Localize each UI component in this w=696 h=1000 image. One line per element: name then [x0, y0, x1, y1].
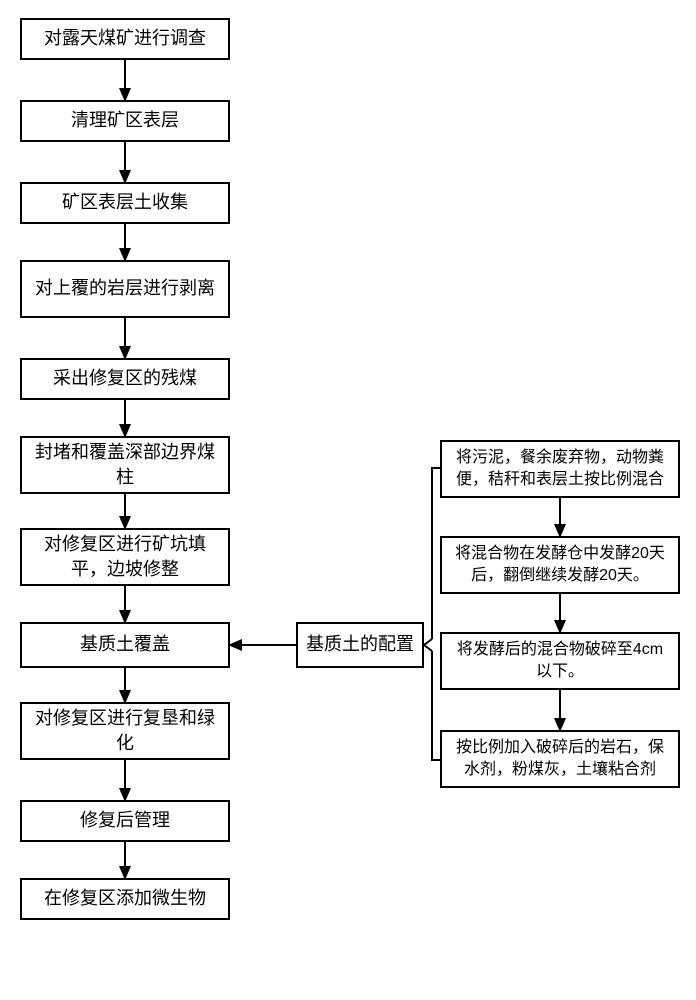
- connector-node-label: 基质土的配置: [306, 632, 414, 657]
- main-n4: 对上覆的岩层进行剥离: [20, 260, 230, 318]
- main-n3-label: 矿区表层土收集: [62, 190, 188, 215]
- sub-s1-label: 将污泥，餐余废弃物，动物粪便，秸秆和表层土按比例混合: [450, 447, 670, 492]
- main-n1-label: 对露天煤矿进行调查: [44, 26, 206, 51]
- main-n10-label: 修复后管理: [80, 808, 170, 833]
- connector-node: 基质土的配置: [296, 622, 424, 668]
- main-n11: 在修复区添加微生物: [20, 878, 230, 920]
- main-n2-label: 清理矿区表层: [71, 108, 179, 133]
- main-n6-label: 封堵和覆盖深部边界煤柱: [30, 440, 220, 490]
- sub-s4: 按比例加入破碎后的岩石，保水剂，粉煤灰，土壤粘合剂: [440, 730, 680, 788]
- main-n11-label: 在修复区添加微生物: [44, 886, 206, 911]
- main-n1: 对露天煤矿进行调查: [20, 18, 230, 60]
- main-n4-label: 对上覆的岩层进行剥离: [35, 276, 215, 301]
- main-n6: 封堵和覆盖深部边界煤柱: [20, 436, 230, 494]
- main-n10: 修复后管理: [20, 800, 230, 842]
- main-n9-label: 对修复区进行复垦和绿化: [30, 706, 220, 756]
- main-n9: 对修复区进行复垦和绿化: [20, 702, 230, 760]
- main-n8-label: 基质土覆盖: [80, 632, 170, 657]
- sub-s2: 将混合物在发酵仓中发酵20天后，翻倒继续发酵20天。: [440, 536, 680, 594]
- main-n2: 清理矿区表层: [20, 100, 230, 142]
- sub-s3-label: 将发酵后的混合物破碎至4cm以下。: [450, 639, 670, 684]
- main-n7-label: 对修复区进行矿坑填平，边坡修整: [30, 532, 220, 582]
- main-n3: 矿区表层土收集: [20, 182, 230, 224]
- main-n5-label: 采出修复区的残煤: [53, 366, 197, 391]
- main-n8: 基质土覆盖: [20, 622, 230, 668]
- main-n7: 对修复区进行矿坑填平，边坡修整: [20, 528, 230, 586]
- sub-s4-label: 按比例加入破碎后的岩石，保水剂，粉煤灰，土壤粘合剂: [450, 737, 670, 782]
- sub-s2-label: 将混合物在发酵仓中发酵20天后，翻倒继续发酵20天。: [450, 543, 670, 588]
- sub-s3: 将发酵后的混合物破碎至4cm以下。: [440, 632, 680, 690]
- sub-s1: 将污泥，餐余废弃物，动物粪便，秸秆和表层土按比例混合: [440, 440, 680, 498]
- arrow-layer: [0, 0, 696, 1000]
- main-n5: 采出修复区的残煤: [20, 358, 230, 400]
